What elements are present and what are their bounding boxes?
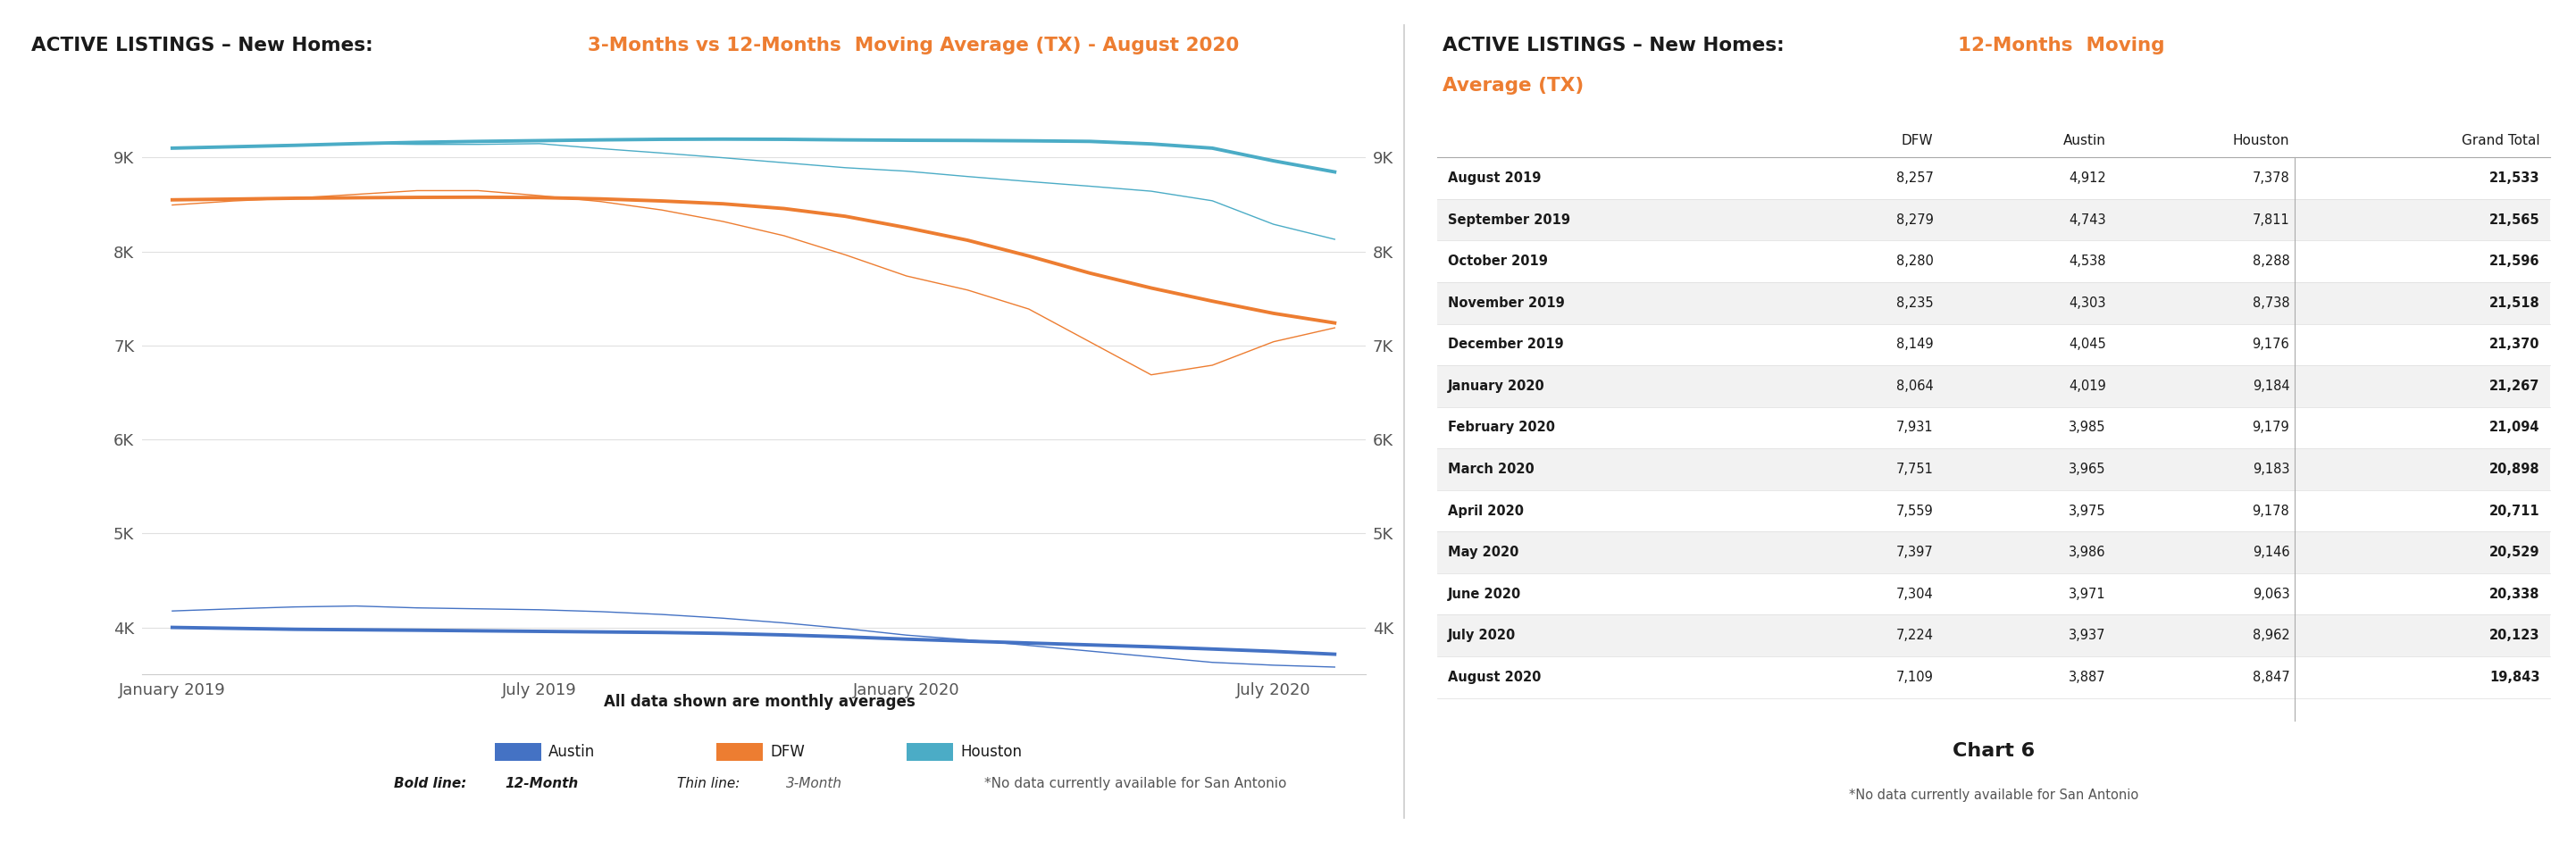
- Text: Austin: Austin: [549, 744, 595, 760]
- Text: DFW: DFW: [1901, 134, 1935, 148]
- Text: 21,596: 21,596: [2488, 255, 2540, 268]
- Text: 8,235: 8,235: [1896, 296, 1935, 309]
- Text: Average (TX): Average (TX): [1443, 77, 1584, 94]
- Text: 3,971: 3,971: [2069, 588, 2107, 601]
- Text: 8,288: 8,288: [2251, 255, 2290, 268]
- Text: 4,303: 4,303: [2069, 296, 2107, 309]
- Text: 9,184: 9,184: [2251, 379, 2290, 393]
- Text: January 2020: January 2020: [1448, 379, 1546, 393]
- Text: 21,518: 21,518: [2488, 296, 2540, 309]
- Text: ACTIVE LISTINGS – New Homes:: ACTIVE LISTINGS – New Homes:: [1443, 37, 1790, 55]
- Text: 8,847: 8,847: [2251, 670, 2290, 684]
- Text: 9,183: 9,183: [2251, 463, 2290, 476]
- Text: 9,179: 9,179: [2251, 421, 2290, 434]
- Text: February 2020: February 2020: [1448, 421, 1556, 434]
- Text: Thin line:: Thin line:: [677, 777, 744, 791]
- Text: November 2019: November 2019: [1448, 296, 1564, 309]
- Text: 8,738: 8,738: [2251, 296, 2290, 309]
- Text: 8,257: 8,257: [1896, 172, 1935, 185]
- Text: 21,094: 21,094: [2488, 421, 2540, 434]
- Text: 3,975: 3,975: [2069, 504, 2107, 518]
- Text: 4,743: 4,743: [2069, 213, 2107, 227]
- Text: Houston: Houston: [961, 744, 1023, 760]
- Text: 8,280: 8,280: [1896, 255, 1935, 268]
- Text: 7,378: 7,378: [2251, 172, 2290, 185]
- Text: DFW: DFW: [770, 744, 804, 760]
- Text: December 2019: December 2019: [1448, 338, 1564, 352]
- Text: 3-Months vs 12-Months  Moving Average (TX) - August 2020: 3-Months vs 12-Months Moving Average (TX…: [587, 37, 1239, 55]
- Text: 8,962: 8,962: [2251, 629, 2290, 642]
- Text: 4,019: 4,019: [2069, 379, 2107, 393]
- Text: 7,109: 7,109: [1896, 670, 1935, 684]
- Text: 9,146: 9,146: [2251, 545, 2290, 559]
- Text: 9,063: 9,063: [2251, 588, 2290, 601]
- Text: October 2019: October 2019: [1448, 255, 1548, 268]
- Text: Houston: Houston: [2233, 134, 2290, 148]
- Text: *No data currently available for San Antonio: *No data currently available for San Ant…: [984, 777, 1285, 791]
- Text: July 2020: July 2020: [1448, 629, 1515, 642]
- Text: *No data currently available for San Antonio: *No data currently available for San Ant…: [1850, 788, 2138, 802]
- Text: 12-Months  Moving: 12-Months Moving: [1958, 37, 2164, 55]
- Text: Chart 6: Chart 6: [1953, 742, 2035, 760]
- Text: 21,267: 21,267: [2488, 379, 2540, 393]
- Text: April 2020: April 2020: [1448, 504, 1522, 518]
- Text: 9,178: 9,178: [2251, 504, 2290, 518]
- Text: 3,985: 3,985: [2069, 421, 2107, 434]
- Text: ACTIVE LISTINGS – New Homes:: ACTIVE LISTINGS – New Homes:: [31, 37, 379, 55]
- Text: Grand Total: Grand Total: [2463, 134, 2540, 148]
- Text: 7,397: 7,397: [1896, 545, 1935, 559]
- Text: 8,064: 8,064: [1896, 379, 1935, 393]
- Text: 7,811: 7,811: [2251, 213, 2290, 227]
- Text: 3-Month: 3-Month: [786, 777, 842, 791]
- Text: 8,149: 8,149: [1896, 338, 1935, 352]
- Text: 3,965: 3,965: [2069, 463, 2107, 476]
- Text: 4,538: 4,538: [2069, 255, 2107, 268]
- Text: 4,912: 4,912: [2069, 172, 2107, 185]
- Text: All data shown are monthly averages: All data shown are monthly averages: [605, 694, 914, 710]
- Text: 12-Month: 12-Month: [505, 777, 580, 791]
- Text: 4,045: 4,045: [2069, 338, 2107, 352]
- Text: 7,304: 7,304: [1896, 588, 1935, 601]
- Text: 19,843: 19,843: [2488, 670, 2540, 684]
- Text: 3,887: 3,887: [2069, 670, 2107, 684]
- Text: 20,123: 20,123: [2488, 629, 2540, 642]
- Text: 21,533: 21,533: [2488, 172, 2540, 185]
- Text: May 2020: May 2020: [1448, 545, 1520, 559]
- Text: September 2019: September 2019: [1448, 213, 1571, 227]
- Text: 20,338: 20,338: [2488, 588, 2540, 601]
- Text: 3,986: 3,986: [2069, 545, 2107, 559]
- Text: August 2020: August 2020: [1448, 670, 1540, 684]
- Text: Bold line:: Bold line:: [394, 777, 471, 791]
- Text: March 2020: March 2020: [1448, 463, 1535, 476]
- Text: 20,529: 20,529: [2488, 545, 2540, 559]
- Text: 7,224: 7,224: [1896, 629, 1935, 642]
- Text: 20,898: 20,898: [2488, 463, 2540, 476]
- Text: 3,937: 3,937: [2069, 629, 2107, 642]
- Text: June 2020: June 2020: [1448, 588, 1522, 601]
- Text: August 2019: August 2019: [1448, 172, 1540, 185]
- Text: 9,176: 9,176: [2251, 338, 2290, 352]
- Text: 7,931: 7,931: [1896, 421, 1935, 434]
- Text: 21,565: 21,565: [2488, 213, 2540, 227]
- Text: 21,370: 21,370: [2488, 338, 2540, 352]
- Text: Austin: Austin: [2063, 134, 2107, 148]
- Text: 7,559: 7,559: [1896, 504, 1935, 518]
- Text: 8,279: 8,279: [1896, 213, 1935, 227]
- Text: 20,711: 20,711: [2488, 504, 2540, 518]
- Text: 7,751: 7,751: [1896, 463, 1935, 476]
